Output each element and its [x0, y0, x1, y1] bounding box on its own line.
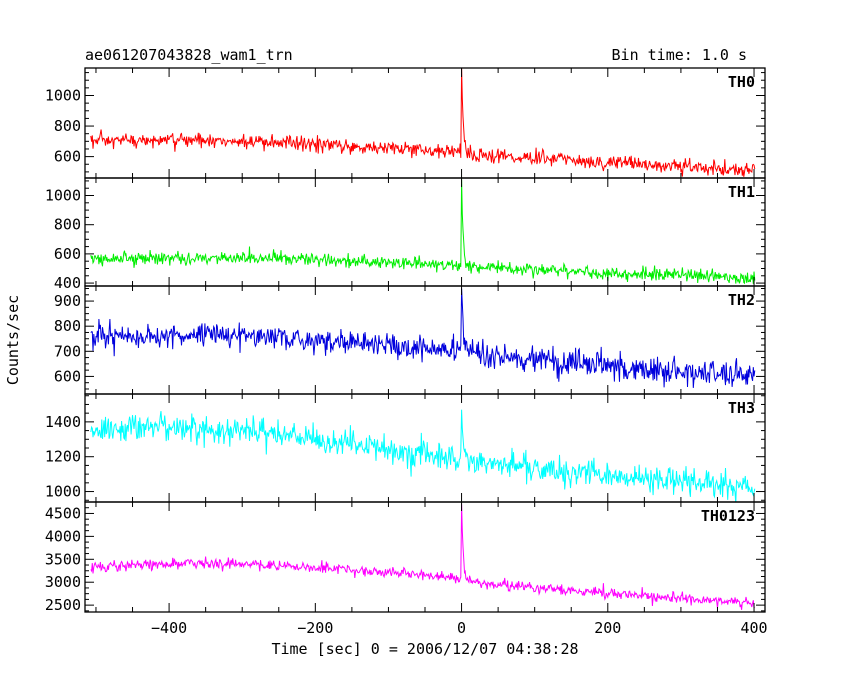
x-axis-label: Time [sec] 0 = 2006/12/07 04:38:28	[271, 640, 578, 658]
y-tick-label: 800	[54, 317, 81, 335]
y-tick-label: 800	[54, 216, 81, 234]
y-tick-label: 3500	[45, 550, 81, 568]
panel-frame	[84, 501, 766, 613]
y-tick-label: 1200	[45, 448, 81, 466]
panel-th0123: 2500 3000 3500 4000 4500 TH0123	[45, 501, 766, 614]
panel-frame	[84, 67, 766, 179]
panel-th3: 1000 1200 1400 TH3	[45, 393, 766, 503]
panel-label-th3: TH3	[728, 399, 755, 417]
panel-th1: 400 600 800 1000 TH1	[45, 177, 766, 292]
x-tick-label: −400	[151, 619, 187, 637]
y-tick-label: 800	[54, 117, 81, 135]
y-tick-label: 4000	[45, 527, 81, 545]
panels-group: 600 800 1000 TH0 400 600 800 1000 TH1 600 700 800 90…	[45, 67, 766, 614]
y-tick-label: 900	[54, 292, 81, 310]
y-tick-label: 3000	[45, 573, 81, 591]
panel-frame	[84, 177, 766, 287]
series-line-th0	[90, 68, 756, 177]
series-line-th2	[90, 288, 756, 388]
x-tick-label: 0	[457, 619, 466, 637]
y-tick-label: 600	[54, 367, 81, 385]
panel-frame	[84, 285, 766, 395]
x-tick-label: −200	[297, 619, 333, 637]
y-tick-label: 2500	[45, 596, 81, 614]
series-line-th0123	[90, 504, 755, 610]
panel-label-th1: TH1	[728, 183, 755, 201]
y-tick-label: 1000	[45, 483, 81, 501]
y-tick-label: 400	[54, 274, 81, 292]
y-tick-label: 600	[54, 245, 81, 263]
y-tick-label: 700	[54, 342, 81, 360]
y-tick-label: 4500	[45, 504, 81, 522]
y-axis-label: Counts/sec	[4, 295, 22, 385]
panel-label-th2: TH2	[728, 291, 755, 309]
y-tick-label: 600	[54, 148, 81, 166]
panel-th0: 600 800 1000 TH0	[45, 67, 766, 179]
panel-label-th0123: TH0123	[701, 507, 755, 525]
x-axis-group: −400 −200 0 200 400	[151, 619, 768, 637]
y-tick-label: 1400	[45, 413, 81, 431]
y-tick-label: 1000	[45, 87, 81, 105]
panel-th2: 600 700 800 900 TH2	[54, 285, 766, 395]
x-tick-label: 200	[594, 619, 621, 637]
chart-title: ae061207043828_wam1_trn	[85, 46, 293, 64]
series-line-th3	[90, 409, 756, 502]
series-line-th1	[90, 179, 756, 285]
panel-label-th0: TH0	[728, 73, 755, 91]
bin-time-label: Bin time: 1.0 s	[612, 46, 747, 64]
y-tick-label: 1000	[45, 187, 81, 205]
x-tick-label: 400	[740, 619, 767, 637]
